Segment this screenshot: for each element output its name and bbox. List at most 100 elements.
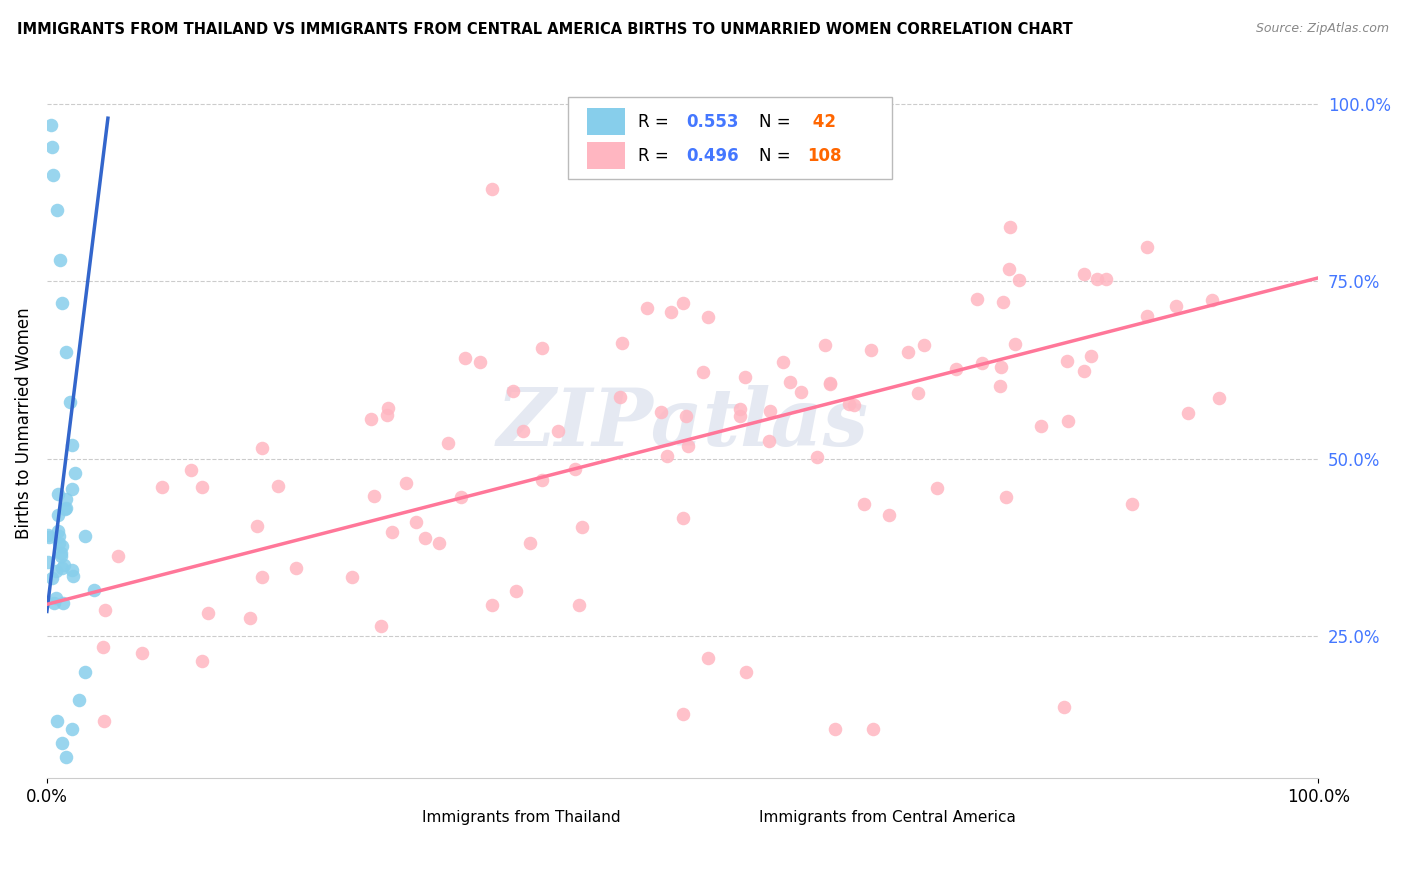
Point: [814, 338, 837, 352]
Point: [191, 654, 214, 668]
Point: [37, 555, 59, 569]
Point: [191, 480, 214, 494]
Point: [39, 118, 62, 132]
Point: [758, 434, 780, 448]
Point: [671, 295, 693, 310]
Point: [38, 530, 60, 544]
Point: [818, 376, 841, 390]
Point: [285, 561, 308, 575]
Point: [571, 520, 593, 534]
Point: [60, 437, 83, 451]
Point: [73, 665, 96, 679]
Point: [413, 532, 436, 546]
Point: [697, 310, 720, 324]
Point: [246, 518, 269, 533]
Point: [51, 539, 73, 553]
Point: [734, 370, 756, 384]
Text: R =: R =: [638, 147, 673, 165]
Point: [519, 536, 541, 550]
Point: [46, 203, 69, 218]
Point: [945, 362, 967, 376]
Point: [990, 359, 1012, 374]
Point: [859, 343, 882, 357]
Point: [67, 693, 90, 707]
Point: [48, 253, 70, 268]
Point: [912, 338, 935, 352]
Point: [735, 665, 758, 679]
Point: [42, 596, 65, 610]
Point: [1136, 240, 1159, 254]
Text: Immigrants from Central America: Immigrants from Central America: [759, 810, 1015, 825]
Point: [1004, 337, 1026, 351]
Text: ZIPatlas: ZIPatlas: [496, 384, 869, 462]
Point: [877, 508, 900, 522]
Text: IMMIGRANTS FROM THAILAND VS IMMIGRANTS FROM CENTRAL AMERICA BIRTHS TO UNMARRIED : IMMIGRANTS FROM THAILAND VS IMMIGRANTS F…: [17, 22, 1073, 37]
Point: [1053, 700, 1076, 714]
Text: N =: N =: [759, 112, 796, 131]
Point: [450, 490, 472, 504]
Point: [250, 442, 273, 456]
Point: [612, 335, 634, 350]
Point: [46, 714, 69, 729]
Point: [728, 409, 751, 423]
Point: [51, 295, 73, 310]
Point: [1080, 349, 1102, 363]
Point: [564, 462, 586, 476]
Point: [55, 750, 77, 764]
Point: [678, 439, 700, 453]
Text: N =: N =: [759, 147, 796, 165]
Text: 42: 42: [807, 112, 837, 131]
Point: [51, 546, 73, 560]
Point: [53, 558, 76, 572]
FancyBboxPatch shape: [588, 143, 626, 169]
Point: [45, 564, 67, 578]
Point: [437, 435, 460, 450]
Point: [661, 305, 683, 319]
Point: [60, 722, 83, 736]
Point: [1136, 309, 1159, 323]
Point: [675, 409, 697, 423]
Point: [62, 569, 84, 583]
Point: [60, 563, 83, 577]
Point: [842, 398, 865, 412]
Text: 0.496: 0.496: [686, 147, 740, 165]
Point: [853, 497, 876, 511]
Point: [454, 351, 477, 366]
Point: [42, 168, 65, 182]
Point: [41, 570, 63, 584]
Point: [838, 397, 860, 411]
Point: [925, 481, 948, 495]
Y-axis label: Births to Unmarried Women: Births to Unmarried Women: [15, 308, 32, 539]
Point: [692, 365, 714, 379]
Point: [530, 341, 553, 355]
Point: [46, 508, 69, 522]
Text: R =: R =: [638, 112, 673, 131]
Point: [55, 501, 77, 516]
Point: [267, 479, 290, 493]
Point: [360, 412, 382, 426]
Point: [672, 511, 695, 525]
FancyBboxPatch shape: [384, 809, 412, 824]
Point: [93, 714, 115, 728]
Point: [512, 424, 534, 438]
Point: [340, 569, 363, 583]
Point: [55, 491, 77, 506]
Point: [405, 516, 427, 530]
Point: [370, 619, 392, 633]
Point: [697, 650, 720, 665]
Point: [993, 294, 1015, 309]
Point: [568, 599, 591, 613]
Text: 108: 108: [807, 147, 842, 165]
Point: [51, 736, 73, 750]
Point: [197, 606, 219, 620]
Point: [53, 501, 76, 516]
FancyBboxPatch shape: [588, 108, 626, 136]
Point: [470, 355, 492, 369]
Point: [988, 378, 1011, 392]
Point: [395, 475, 418, 490]
Text: 0.553: 0.553: [686, 112, 740, 131]
Point: [481, 182, 503, 196]
FancyBboxPatch shape: [721, 809, 749, 824]
Point: [49, 549, 72, 563]
Point: [897, 345, 920, 359]
